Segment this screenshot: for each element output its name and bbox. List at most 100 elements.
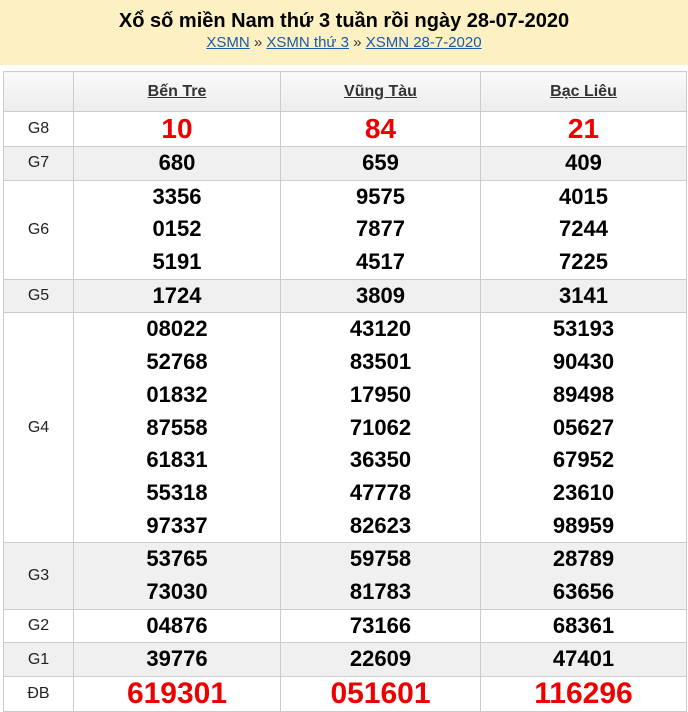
prize-number: 39776 [146,646,208,672]
prize-cell: 10 [73,111,281,147]
prize-label: G3 [3,542,74,610]
province-header: Vũng Tàu [280,71,481,112]
prize-number: 73166 [349,612,412,638]
prize-number: 67952 [552,447,615,473]
results-table: Bến Tre Vũng Tàu Bạc Liêu G8 10 84 21 G7 680 6… [3,71,687,712]
prize-row-g6: G6 3356 0152 5191 9575 7877 4517 4015 7244 7225 [3,179,687,280]
prize-label: G6 [3,179,74,280]
prize-number: 98959 [552,512,615,538]
prize-cell: 116296 [480,676,687,712]
prize-number: 90430 [552,349,615,375]
prize-cell: 39776 [73,642,281,677]
prize-cell: 4015 7244 7225 [480,179,687,280]
prize-cell: 619301 [73,676,281,712]
prize-number: 52768 [146,349,208,375]
prize-cell: 59758 81783 [280,542,481,610]
prize-number: 23610 [552,479,615,505]
prize-cell: 47401 [480,642,687,677]
prize-cell: 21 [480,111,687,147]
prize-number: 47401 [552,646,615,672]
prize-number: 71062 [349,414,412,440]
prize-row-g4: G4 08022 52768 01832 87558 61831 55318 97337 431… [3,312,687,544]
prize-number: 680 [158,150,196,175]
prize-label: G2 [3,608,74,644]
prize-number: 619301 [126,677,228,710]
breadcrumb-separator: » [353,34,362,51]
prize-cell: 051601 [280,676,481,712]
page-title: Xổ số miền Nam thứ 3 tuần rồi ngày 28-07… [118,10,570,32]
prize-label: ĐB [3,676,74,712]
prize-number: 7244 [559,216,608,242]
prize-row-g8: G8 10 84 21 [3,111,687,147]
breadcrumb-xsmn-thu-3[interactable]: XSMN thứ 3 [266,34,349,51]
breadcrumb: XSMN » XSMN thứ 3 » XSMN 28-7-2020 [0,33,688,53]
prize-cell: 680 [73,146,281,181]
province-link-ben-tre[interactable]: Bến Tre [147,82,207,100]
prize-cell: 1724 [73,278,281,314]
province-link-bac-lieu[interactable]: Bạc Liêu [550,82,617,100]
province-header: Bến Tre [73,71,281,112]
prize-cell: 3141 [480,278,687,314]
prize-number: 116296 [534,677,633,710]
prize-number: 3141 [559,282,608,308]
prize-number: 0152 [152,216,202,242]
prize-label: G1 [3,642,74,677]
prize-cell: 409 [480,146,687,181]
breadcrumb-xsmn[interactable]: XSMN [206,34,250,51]
prize-number: 68361 [552,612,615,638]
prize-number: 4015 [559,183,608,209]
prize-number: 53193 [552,316,615,342]
prize-row-g2: G2 04876 73166 68361 [3,608,687,644]
prize-cell: 53193 90430 89498 05627 67952 23610 98959 [480,312,687,544]
prize-number: 87558 [146,414,208,440]
prize-label: G4 [3,312,74,544]
prize-number: 82623 [349,512,412,538]
province-header: Bạc Liêu [480,71,687,112]
prize-number: 28789 [552,546,615,572]
prize-number: 7225 [559,249,608,275]
prize-number: 81783 [349,578,412,604]
page-header: Xổ số miền Nam thứ 3 tuần rồi ngày 28-07… [0,0,688,65]
prize-number: 10 [161,113,193,144]
prize-cell: 659 [280,146,481,181]
prize-number: 08022 [146,316,208,342]
prize-row-g3: G3 53765 73030 59758 81783 28789 63656 [3,542,687,610]
prize-number: 55318 [146,479,208,505]
prize-cell: 04876 [73,608,281,644]
prize-number: 84 [364,113,397,144]
prize-number: 01832 [146,381,208,407]
prize-number: 97337 [146,512,208,538]
prize-label: G7 [3,146,74,181]
prize-cell: 3356 0152 5191 [73,179,281,280]
prize-cell: 08022 52768 01832 87558 61831 55318 97337 [73,312,281,544]
prize-number: 59758 [349,546,412,572]
breadcrumb-xsmn-date[interactable]: XSMN 28-7-2020 [365,34,482,51]
prize-number: 47778 [349,479,412,505]
prize-number: 21 [567,113,600,144]
prize-number: 04876 [146,612,208,638]
prize-cell: 53765 73030 [73,542,281,610]
prize-cell: 84 [280,111,481,147]
prize-number: 73030 [146,578,208,604]
prize-number: 17950 [349,381,412,407]
prize-cell: 3809 [280,278,481,314]
prize-number: 3356 [152,183,202,209]
prize-row-g7: G7 680 659 409 [3,146,687,181]
prize-label: G5 [3,278,74,314]
prize-number: 4517 [356,249,405,275]
prize-cell: 28789 63656 [480,542,687,610]
province-link-vung-tau[interactable]: Vũng Tàu [344,82,417,100]
prize-number: 409 [565,150,602,175]
prize-cell: 43120 83501 17950 71062 36350 47778 82623 [280,312,481,544]
prize-cell: 9575 7877 4517 [280,179,481,280]
prize-number: 83501 [349,349,412,375]
corner-cell [3,71,74,112]
prize-number: 43120 [349,316,412,342]
prize-number: 659 [362,150,399,175]
prize-number: 051601 [330,677,431,710]
prize-cell: 68361 [480,608,687,644]
prize-number: 1724 [152,282,202,308]
breadcrumb-separator: » [253,34,263,51]
prize-number: 22609 [349,646,412,672]
prize-number: 61831 [146,447,208,473]
